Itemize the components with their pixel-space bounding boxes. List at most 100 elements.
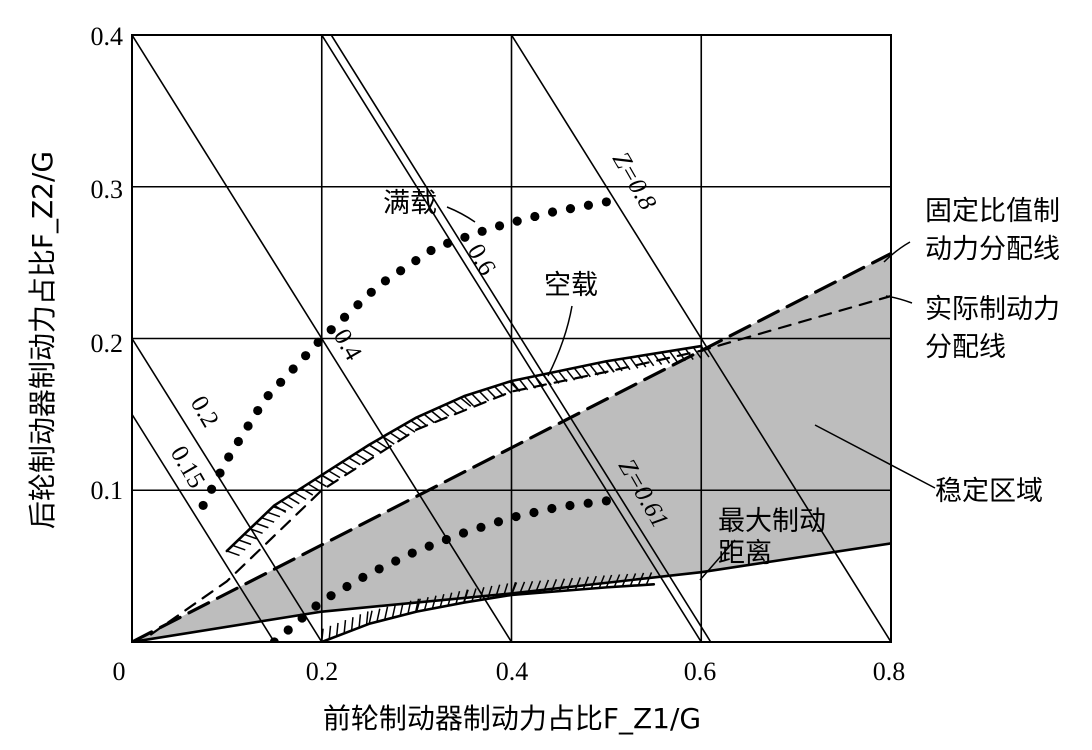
series-point <box>288 364 298 374</box>
series-point <box>601 496 611 506</box>
hatch-line <box>255 522 269 529</box>
iso-deceleration-line <box>132 413 275 642</box>
plot-frame <box>131 34 892 643</box>
hatch-line <box>452 400 464 411</box>
hatch-line <box>403 424 416 433</box>
series-point <box>530 211 540 222</box>
label-fixed-ratio-1: 固定比值制 <box>925 196 1060 227</box>
y-tick-labels: 0.1 0.2 0.3 0.4 <box>91 22 124 505</box>
series-point <box>426 245 436 256</box>
series-point <box>313 337 323 347</box>
series-point <box>224 452 234 462</box>
series-point <box>407 548 417 558</box>
hatch-line <box>287 496 300 505</box>
hatch-line <box>249 528 263 535</box>
series-point <box>547 503 557 514</box>
hatch-line <box>463 395 474 407</box>
label-max-distance-2: 距离 <box>718 538 772 569</box>
hatch-line <box>637 355 647 368</box>
hatch-line <box>335 622 339 637</box>
series-point <box>206 484 217 494</box>
hatch-line <box>574 577 582 591</box>
hatch-line <box>307 483 320 492</box>
leader-stable-region <box>814 424 936 489</box>
leader-empty-load <box>547 305 573 377</box>
hatch-line <box>423 597 429 611</box>
hatch-line <box>368 444 381 453</box>
hatch-line <box>368 610 373 624</box>
x-tick-label: 0.8 <box>873 657 906 686</box>
label-max-distance-1: 最大制动 <box>718 506 826 537</box>
series-point <box>458 528 469 538</box>
series-point <box>311 601 321 611</box>
leader-actual-line <box>885 295 913 304</box>
hatch-line <box>358 614 362 628</box>
series-point <box>366 287 376 297</box>
hatch-line <box>582 576 589 590</box>
hatch-line <box>415 598 421 612</box>
series-point <box>424 541 434 551</box>
hatch-line <box>700 345 710 358</box>
series-point <box>353 300 363 310</box>
series-point <box>380 276 391 286</box>
hatch-line <box>300 487 314 496</box>
iso-label-0-15: 0.15 <box>165 442 210 493</box>
label-fixed-ratio-2: 动力分配线 <box>925 234 1060 265</box>
label-actual-2: 分配线 <box>925 332 1006 363</box>
y-tick-label: 0.4 <box>91 22 124 51</box>
hatch-line <box>431 595 437 609</box>
series-point <box>494 221 505 231</box>
hatch-line <box>581 365 591 378</box>
hatch-line <box>629 357 639 369</box>
series-point <box>460 232 470 242</box>
hatch-line <box>645 354 655 367</box>
series-point <box>583 498 593 508</box>
hatch-line <box>382 436 395 445</box>
hatch-line <box>410 420 423 429</box>
series-point <box>441 534 451 545</box>
y-axis-title: 后轮制动器制动力占比F_Z2/G <box>26 151 59 529</box>
series-point <box>391 556 401 566</box>
hatch-line <box>328 625 332 640</box>
hatch-line <box>471 588 477 602</box>
series-point <box>326 591 336 601</box>
series-point <box>477 226 487 236</box>
series-point <box>511 511 521 522</box>
y-tick-label: 0.3 <box>91 175 124 204</box>
annotations: 满载 空载 固定比值制 动力分配线 实际制动力 分配线 稳定区域 最大制动 距离 <box>383 188 1060 569</box>
y-tick-label: 0.2 <box>91 329 124 358</box>
hatch-line <box>328 470 341 479</box>
series-point <box>601 197 611 207</box>
series-point <box>243 421 253 431</box>
hatch-marks <box>226 345 710 643</box>
series-point <box>583 200 594 210</box>
hatch-line <box>350 617 354 631</box>
label-stable-region: 稳定区域 <box>935 476 1043 507</box>
series-point <box>198 500 208 511</box>
x-tick-labels: 0 0.2 0.4 0.6 0.8 <box>113 657 906 686</box>
iso-deceleration-line <box>510 35 891 642</box>
leader-fixed-ratio <box>883 241 911 263</box>
series-point <box>269 637 279 642</box>
hatch-line <box>226 550 240 557</box>
series-point <box>512 216 522 226</box>
y-tick-label: 0.1 <box>91 476 124 505</box>
hatch-line <box>471 393 482 404</box>
iso-deceleration-line <box>330 35 712 642</box>
series-point <box>233 436 243 447</box>
hatch-line <box>590 575 597 589</box>
x-tick-label: 0.4 <box>496 657 529 686</box>
hatch-line <box>343 619 347 634</box>
hatch-line <box>414 598 420 613</box>
hatch-line <box>261 517 275 523</box>
x-axis-title: 前轮制动器制动力占比F_Z1/G <box>323 702 701 735</box>
series-point <box>276 377 286 387</box>
hatch-line <box>267 511 281 518</box>
iso-label-0-6: 0.6 <box>462 240 501 281</box>
series-point <box>493 517 504 527</box>
series-line <box>225 344 703 553</box>
series-point <box>215 468 225 478</box>
hatch-line <box>391 604 397 618</box>
series-point <box>411 256 421 266</box>
hatch-line <box>463 589 469 603</box>
